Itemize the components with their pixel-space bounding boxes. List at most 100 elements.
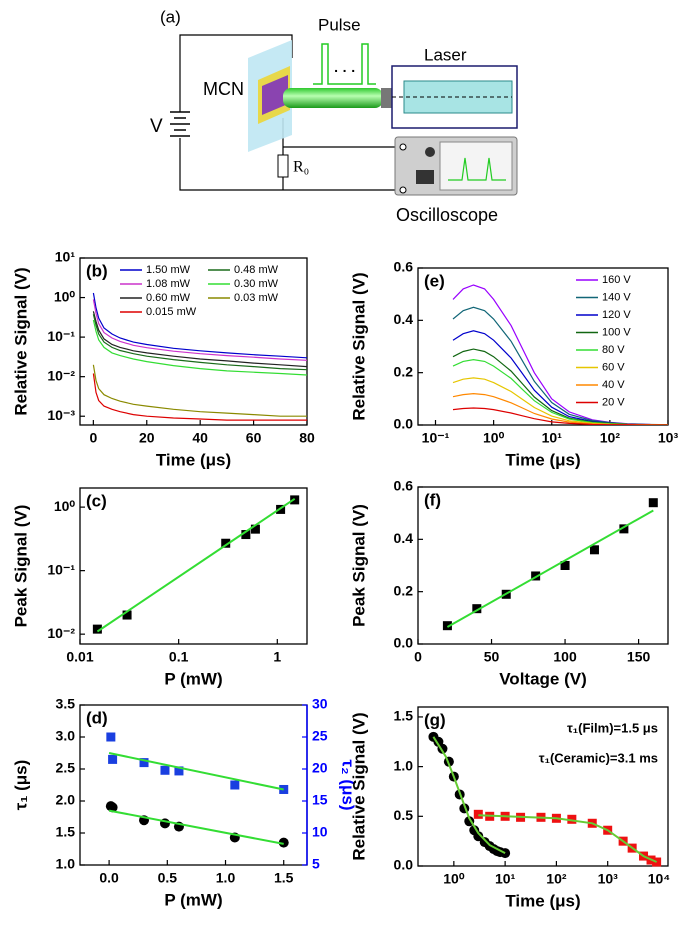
series-line: [452, 348, 668, 425]
resistor: [277, 154, 289, 178]
series-line: [452, 392, 668, 425]
scope-label: Oscilloscope: [396, 205, 498, 225]
marker: [278, 837, 289, 848]
x-tick-label: 40: [192, 430, 208, 446]
annotation: τ₁(Film)=1.5 μs: [567, 720, 658, 735]
x-tick-label: 10⁻¹: [422, 430, 450, 446]
x-tick-label: 10³: [658, 430, 679, 446]
series-line: [452, 377, 668, 425]
series-line: [92, 299, 307, 361]
series-line: [92, 292, 307, 359]
panel-label: (c): [86, 491, 107, 510]
laser-aperture: [381, 88, 392, 108]
y-axis-title: Peak Signal (V): [11, 505, 30, 628]
marker: [589, 545, 599, 555]
marker: [122, 610, 132, 620]
series-line: [108, 752, 284, 791]
x-tick-label: 10⁰: [443, 871, 465, 887]
x-axis-title: P (mW): [164, 669, 222, 688]
chart-panel: 0.0 0.5 1.0 1.5 1.0 1.5 2.0 2.5 3.0 3.5 5 10 15 20 25 3…: [11, 696, 357, 910]
x-axis-title: Time (μs): [156, 450, 231, 469]
x-tick-label: 0.0: [99, 870, 119, 886]
y-tick-label: 1.0: [394, 757, 414, 773]
marker: [279, 784, 289, 794]
x-tick-label: 80: [299, 430, 315, 446]
marker: [241, 530, 251, 540]
legend-label: 20 V: [602, 396, 625, 408]
y2-tick-label: 20: [312, 760, 328, 776]
y-tick-label: 0.4: [394, 530, 414, 546]
y-axis-title: Peak Signal (V): [349, 504, 368, 627]
series-line: [452, 330, 668, 425]
x-tick-label: 0: [414, 649, 422, 665]
y2-tick-label: 15: [312, 792, 328, 808]
voltage-label: V: [150, 116, 163, 137]
chart-panel: 0 20 40 60 80 10⁻³ 10⁻² 10⁻¹ 10⁰ 10¹ Time (μs) Rela…: [11, 249, 315, 470]
y-tick-label: 0.4: [394, 311, 414, 327]
laser-beam: [283, 88, 383, 108]
legend-label: 0.30 mW: [234, 278, 279, 290]
y-axis-title: Relative Signal (V): [11, 267, 30, 415]
series-line: [92, 364, 307, 417]
marker: [473, 809, 483, 819]
marker: [648, 498, 658, 508]
series-line: [92, 319, 307, 376]
marker: [619, 524, 629, 534]
legend-label: 120 V: [602, 309, 631, 321]
x-tick-label: 150: [627, 649, 651, 665]
y-tick-label: 10⁻³: [47, 407, 75, 423]
buttons: [416, 170, 434, 184]
x-tick-label: 1.5: [274, 870, 294, 886]
y-tick-label: 0.5: [394, 807, 414, 823]
marker: [250, 524, 260, 534]
y-tick-label: 10⁻¹: [47, 328, 75, 344]
pulse-train: [313, 43, 376, 85]
series-line: [452, 284, 668, 425]
y-tick-label: 0.0: [394, 416, 414, 432]
y-tick-label: 0.6: [394, 259, 414, 275]
legend-label: 0.03 mW: [234, 292, 279, 304]
chart-panel: 10⁻¹ 10⁰ 10¹ 10² 10³ 0.0 0.2 0.4 0.6 Time (μs) Rel…: [349, 259, 678, 470]
pulse-label: Pulse: [318, 15, 361, 34]
x-tick-label: 10⁴: [648, 871, 671, 887]
x-tick-label: 10¹: [495, 871, 516, 887]
sample-label: MCN: [203, 79, 244, 99]
y-tick-label: 3.0: [56, 728, 76, 744]
x-axis-title: P (mW): [164, 890, 222, 909]
x-tick-label: 1.0: [216, 870, 236, 886]
laser-label: Laser: [424, 45, 467, 64]
y-tick-label: 10⁻¹: [47, 561, 75, 577]
series-line: [452, 407, 668, 425]
y-tick-label: 0.2: [394, 582, 414, 598]
x-tick-label: 50: [484, 649, 500, 665]
marker: [108, 754, 118, 764]
legend-label: 1.50 mW: [146, 264, 191, 276]
plot-frame: [417, 706, 669, 867]
marker: [92, 624, 102, 634]
y2-tick-label: 5: [312, 856, 320, 872]
series-line: [432, 736, 506, 854]
plot-frame: [79, 487, 308, 645]
x-axis-title: Time (μs): [505, 891, 580, 910]
plot-frame: [79, 257, 308, 426]
y-tick-label: 3.5: [56, 696, 76, 712]
series-line: [92, 314, 307, 371]
legend-label: 40 V: [602, 379, 625, 391]
x-tick-label: 0.1: [169, 649, 189, 665]
legend-label: 140 V: [602, 291, 631, 303]
scope-trace: [448, 157, 506, 181]
setup-diagram: (a) V R₀ MCN · · · Pulse Laser Oscillosc…: [150, 7, 518, 225]
x-axis-title: Time (μs): [505, 450, 580, 469]
chart-panel: 0 50 100 150 0.0 0.2 0.4 0.6 Voltage (V) Peak Sig…: [349, 478, 669, 688]
marker: [473, 831, 484, 842]
y-tick-label: 0.0: [394, 857, 414, 873]
marker: [230, 780, 240, 790]
y-tick-label: 0.6: [394, 478, 414, 494]
y-tick-label: 10⁻²: [47, 367, 75, 383]
y-tick-label: 1.0: [56, 856, 76, 872]
x-tick-label: 10²: [546, 871, 567, 887]
scope-screen: [439, 141, 513, 191]
legend-label: 1.08 mW: [146, 278, 191, 290]
legend-label: 60 V: [602, 361, 625, 373]
panel-label: (f): [424, 490, 441, 509]
